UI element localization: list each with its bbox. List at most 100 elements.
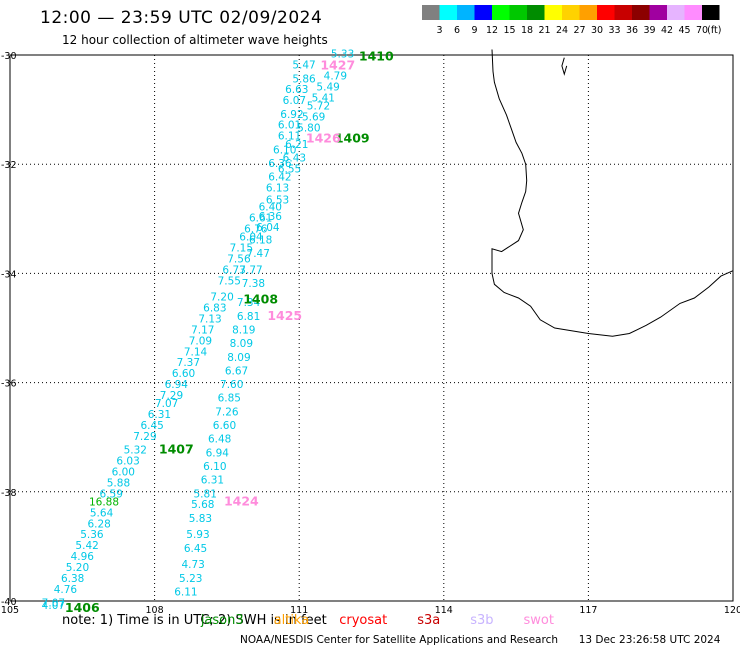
coastline-feature [561,57,568,76]
wave-height-value: 7.15 [230,243,253,255]
pass-number-label: 1407 [159,442,194,457]
note-legend: note: 1) Time is in UTC; 2) SWH is in fe… [62,613,554,628]
wave-height-value: 7.29 [160,390,183,402]
wave-height-value: 7.07 [155,398,178,410]
colorbar-tick-label: 30 [591,25,603,35]
colorbar-tick-label: 3 [436,25,442,35]
wave-height-value: 5.23 [179,573,202,585]
lon-tick-label: 105 [1,605,19,616]
colorbar-tick-label: 9 [471,25,477,35]
wave-height-value: 5.80 [297,122,320,134]
wave-height-value: 6.11 [278,131,301,143]
colorbar-swatch [527,5,545,20]
lat-tick-label: -34 [1,269,17,280]
wave-height-value: 6.43 [283,152,306,164]
mission-legend-jason3: jason3 [200,613,244,628]
wave-height-value: 6.11 [174,587,197,599]
colorbar-tick-label: 36 [626,25,638,35]
mission-legend-swot: swot [523,613,554,628]
lat-tick-label: -40 [1,597,17,608]
pass-number-label: 1426 [306,130,341,145]
wave-height-value: 6.45 [140,420,163,432]
wave-height-value: 7.07 [42,597,65,609]
wave-height-value: 6.85 [218,393,241,405]
wave-height-value: 6.59 [100,488,123,500]
wave-height-value: 5.68 [191,499,214,511]
wave-height-value: 6.01 [278,120,301,132]
wave-height-value: 5.86 [292,73,316,85]
mission-legend-altika: altika [273,613,310,628]
axis-labels: 105 108 111 114 117 120 -30 -32 -34 -36 -38 -40 [1,51,740,616]
wave-height-value: 7.14 [184,346,208,358]
wave-height-value: 5.20 [66,562,89,574]
wave-height-value: 7.26 [215,406,239,418]
pass-number-label: 1427 [320,58,355,73]
wave-height-value: 6.61 [249,213,272,225]
lon-tick-label: 120 [724,605,740,616]
colorbar-tick-label: 18 [521,25,533,35]
pass-number-label: 1408 [243,291,278,306]
note-text: note: 1) Time is in UTC; 2) SWH is in fe… [62,613,327,628]
lat-tick-label: -30 [1,51,17,62]
wave-height-value: 4.96 [71,551,95,563]
wave-height-value: 6.36 [259,211,283,223]
wave-height-value: 6.04 [239,232,263,244]
map-frame [9,54,734,602]
wave-height-value: 7.55 [218,275,241,287]
colorbar-tick-label: 6 [454,25,460,35]
wave-height-value: 5.81 [194,488,217,500]
lat-tick-label: -38 [1,488,17,499]
colorbar-swatch [614,5,632,20]
wave-height-value: 7.17 [191,324,214,336]
wave-height-value: 5.72 [307,101,330,113]
wave-height-value: 7.47 [247,248,270,260]
wave-height-value: 6.73 [222,264,245,276]
wave-height-colorbar: 3 6 9 12 15 18 21 24 27 30 33 36 39 42 45 70 (ft) [422,5,722,35]
wave-height-value: 4.79 [324,71,347,83]
wave-height-value: 6.18 [249,234,272,246]
pass-number-label: 1409 [335,130,370,145]
wave-height-value: 4.07 [42,600,65,612]
wave-height-value: 6.36 [268,158,292,170]
wave-height-value: 6.38 [61,573,84,585]
credit-text: NOAA/NESDIS Center for Satellite Applica… [240,634,558,646]
wave-height-value: 6.10 [273,144,296,156]
wave-height-value: 5.64 [90,507,114,519]
wave-height-value: 6.40 [259,202,282,214]
colorbar-tick-label: 27 [573,25,585,35]
wave-height-value: 6.48 [208,434,231,446]
wave-height-value: 6.76 [244,223,268,235]
wave-height-value: 5.49 [316,81,339,93]
wave-height-value: 6.28 [87,518,110,530]
map-subtitle: 12 hour collection of altimeter wave hei… [62,33,328,47]
colorbar-swatch [579,5,597,20]
wave-height-value: 7.38 [242,278,265,290]
mission-legend-s3b: s3b [470,613,494,628]
wave-height-value: 6.81 [237,311,260,323]
wave-height-value: 6.00 [112,466,135,478]
lat-tick-label: -36 [1,379,17,390]
colorbar-swatch [544,5,562,20]
colorbar-swatch [422,5,440,20]
wave-height-value: 7.56 [227,253,251,265]
wave-height-value: 7.37 [177,357,200,369]
wave-height-value: 7.77 [239,264,262,276]
generated-timestamp: 13 Dec 23:26:58 UTC 2024 [578,634,721,646]
colorbar-tick-label: 33 [608,25,620,35]
colorbar-swatch [649,5,667,20]
colorbar-swatch [667,5,685,20]
colorbar-tick-label: 42 [661,25,673,35]
map-title: 12:00 — 23:59 UTC 02/09/2024 [40,8,323,28]
wave-height-value: 5.42 [75,540,98,552]
wave-height-value: 7.20 [210,292,233,304]
colorbar-swatch [562,5,580,20]
wave-height-value: 7.60 [220,379,243,391]
wave-height-value: 6.31 [148,409,171,421]
wave-height-value: 4.73 [181,559,204,571]
lon-tick-label: 108 [146,605,164,616]
colorbar-swatch [439,5,457,20]
pass-number-label: 1424 [224,493,259,508]
wave-height-value: 6.60 [172,368,195,380]
